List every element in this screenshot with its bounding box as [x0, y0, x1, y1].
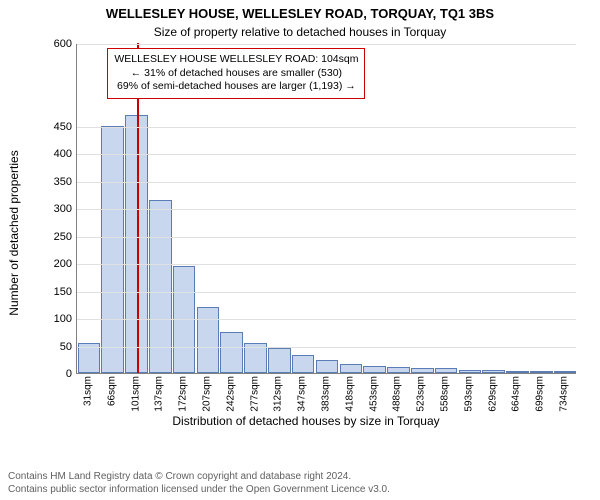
chart-container: WELLESLEY HOUSE, WELLESLEY ROAD, TORQUAY… — [0, 0, 600, 500]
histogram-bar — [268, 348, 291, 373]
x-tick-label: 488sqm — [392, 376, 403, 412]
y-tick-label: 450 — [38, 121, 72, 133]
y-tick-label: 600 — [38, 38, 72, 50]
annotation-line-2: ← 31% of detached houses are smaller (53… — [114, 67, 358, 81]
x-tick-label: 137sqm — [154, 376, 165, 412]
x-tick-label: 664sqm — [511, 376, 522, 412]
gridline — [77, 292, 576, 293]
y-tick-label: 400 — [38, 148, 72, 160]
gridline — [77, 319, 576, 320]
y-tick-label: 50 — [38, 341, 72, 353]
histogram-bar — [363, 366, 386, 373]
y-tick-label: 300 — [38, 203, 72, 215]
footer-caption: Contains HM Land Registry data © Crown c… — [8, 471, 592, 496]
histogram-bar — [482, 370, 505, 373]
annotation-line-1: WELLESLEY HOUSE WELLESLEY ROAD: 104sqm — [114, 53, 358, 67]
histogram-bar — [506, 371, 529, 373]
x-tick-label: 277sqm — [249, 376, 260, 412]
histogram-bar — [411, 368, 434, 374]
y-tick-label: 0 — [38, 368, 72, 380]
y-tick-label: 350 — [38, 176, 72, 188]
x-tick-label: 418sqm — [344, 376, 355, 412]
x-tick-label: 593sqm — [463, 376, 474, 412]
x-tick-label: 734sqm — [559, 376, 570, 412]
x-tick-label: 172sqm — [178, 376, 189, 412]
y-axis-label: Number of detached properties — [7, 150, 21, 315]
x-tick-label: 207sqm — [201, 376, 212, 412]
gridline — [77, 182, 576, 183]
x-tick-label: 523sqm — [416, 376, 427, 412]
histogram-bar — [197, 307, 220, 373]
annotation-line-3: 69% of semi-detached houses are larger (… — [114, 80, 358, 94]
y-tick-labels: 050100150200250300350400450600 — [38, 44, 72, 374]
histogram-bar — [292, 355, 315, 373]
histogram-bar — [316, 360, 339, 373]
histogram-bar — [387, 367, 410, 373]
x-tick-label: 629sqm — [487, 376, 498, 412]
annotation-box: WELLESLEY HOUSE WELLESLEY ROAD: 104sqm ←… — [107, 48, 365, 99]
chart-subtitle: Size of property relative to detached ho… — [0, 21, 600, 45]
x-tick-label: 383sqm — [321, 376, 332, 412]
x-tick-label: 66sqm — [106, 376, 117, 406]
x-tick-label: 699sqm — [535, 376, 546, 412]
x-tick-label: 31sqm — [82, 376, 93, 406]
histogram-bar — [530, 371, 553, 373]
x-tick-label: 101sqm — [130, 376, 141, 412]
gridline — [77, 264, 576, 265]
histogram-bar — [459, 370, 482, 373]
histogram-bar — [101, 126, 124, 374]
gridline — [77, 154, 576, 155]
gridline — [77, 347, 576, 348]
x-tick-label: 558sqm — [440, 376, 451, 412]
x-tick-label: 312sqm — [273, 376, 284, 412]
caption-line-1: Contains HM Land Registry data © Crown c… — [8, 471, 351, 482]
gridline — [77, 237, 576, 238]
x-tick-label: 453sqm — [368, 376, 379, 412]
y-tick-label: 150 — [38, 286, 72, 298]
gridline — [77, 44, 576, 45]
histogram-bar — [435, 368, 458, 373]
x-tick-label: 347sqm — [297, 376, 308, 412]
x-tick-label: 242sqm — [225, 376, 236, 412]
plot-outer: Number of detached properties 0501001502… — [28, 44, 584, 422]
histogram-bar — [554, 371, 577, 373]
chart-title: WELLESLEY HOUSE, WELLESLEY ROAD, TORQUAY… — [0, 0, 600, 21]
histogram-bar — [220, 332, 243, 373]
gridline — [77, 209, 576, 210]
y-tick-label: 100 — [38, 313, 72, 325]
gridline — [77, 127, 576, 128]
y-tick-label: 250 — [38, 231, 72, 243]
x-axis-label: Distribution of detached houses by size … — [28, 414, 584, 428]
caption-line-2: Contains public sector information licen… — [8, 484, 390, 495]
y-tick-label: 200 — [38, 258, 72, 270]
histogram-bar — [340, 364, 363, 373]
